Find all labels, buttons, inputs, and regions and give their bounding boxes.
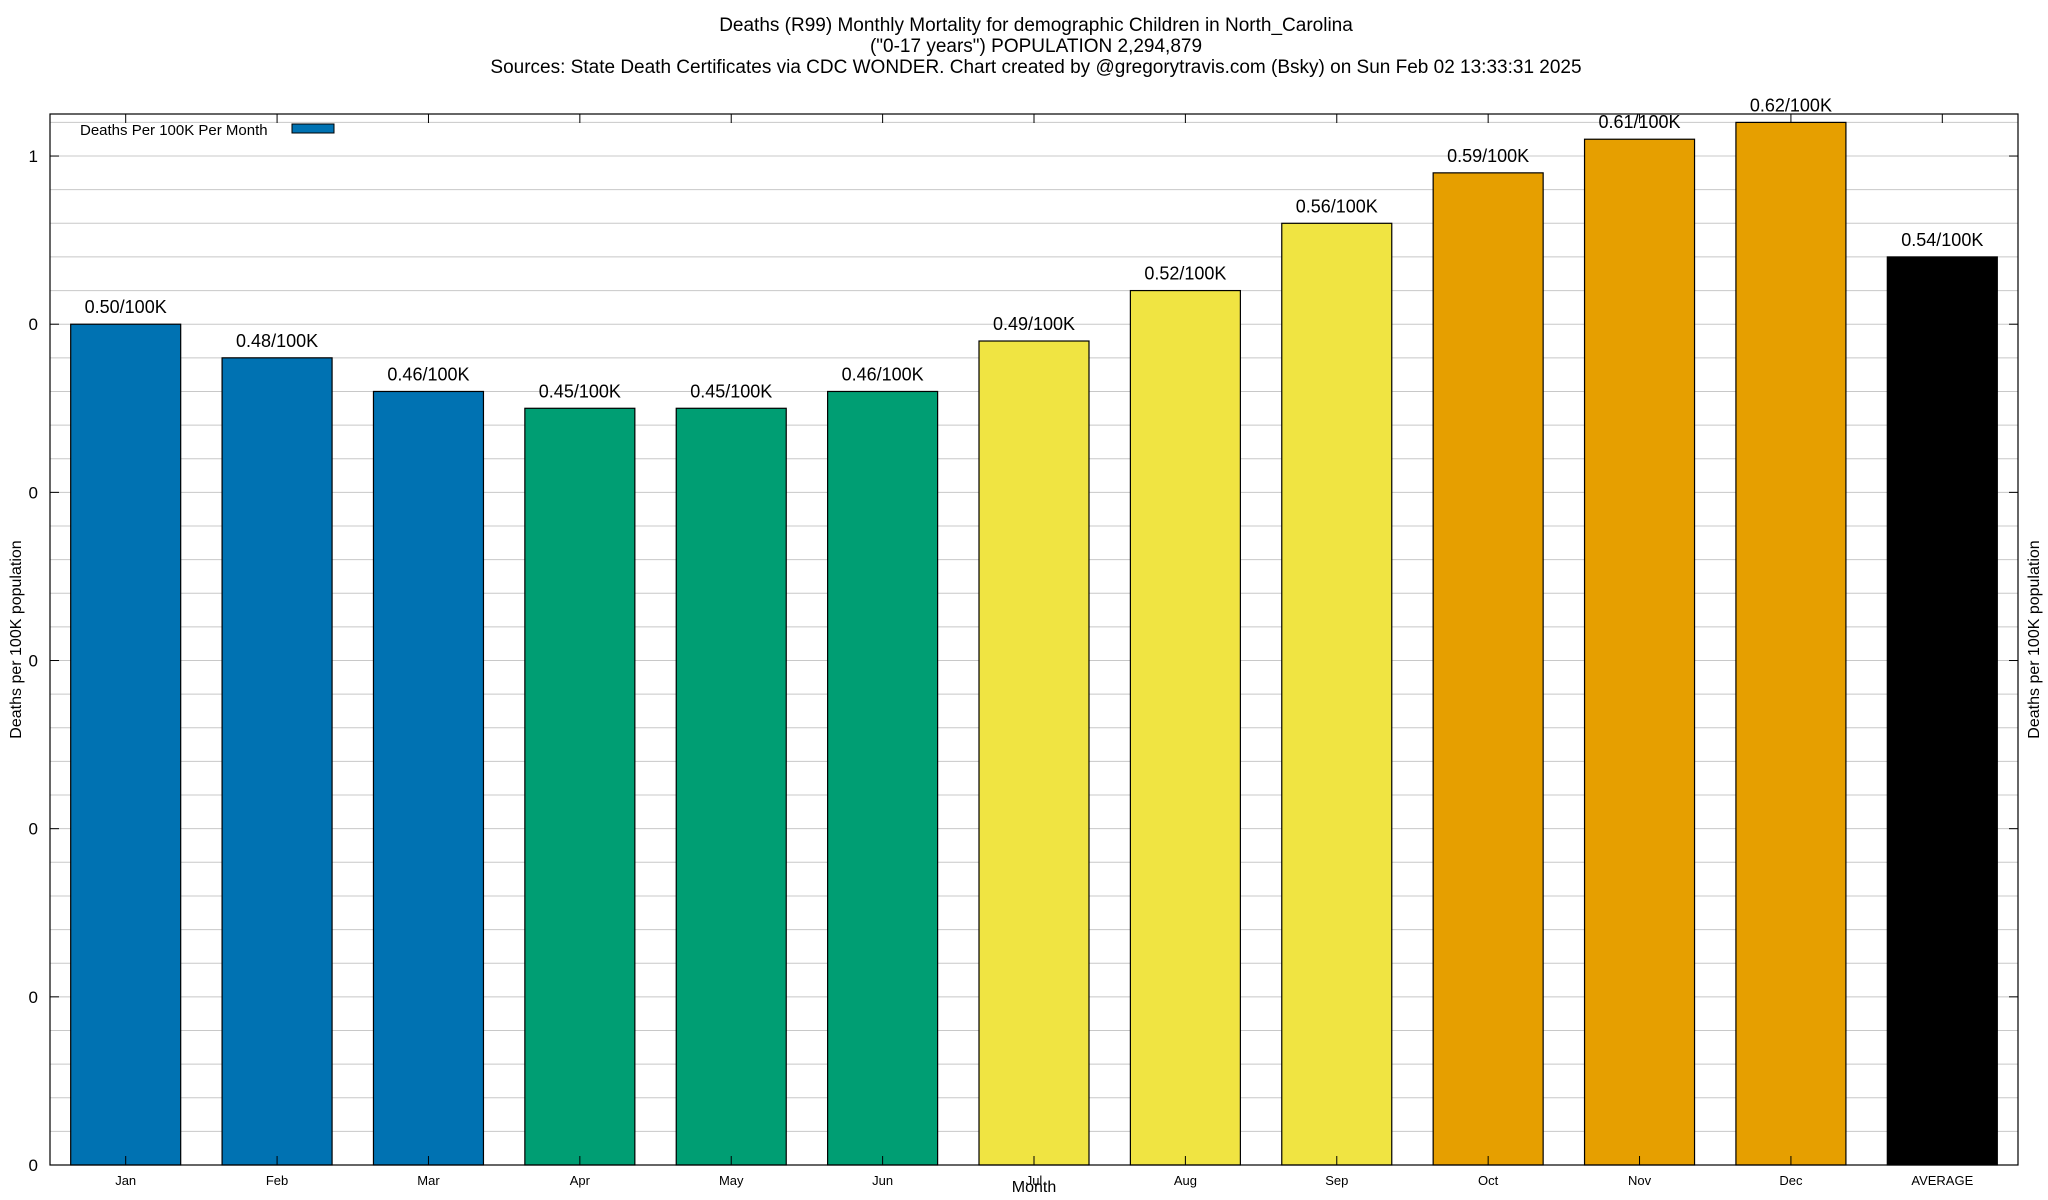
y-tick-label: 0 bbox=[29, 483, 38, 502]
bar bbox=[1583, 138, 1696, 1166]
bar-value-label: 0.45/100K bbox=[690, 381, 772, 401]
y-tick-label: 0 bbox=[29, 820, 38, 839]
x-tick-label: Nov bbox=[1628, 1173, 1652, 1188]
bar-value-label: 0.62/100K bbox=[1750, 95, 1832, 115]
bar bbox=[1886, 256, 1998, 1166]
y-axis-title-right: Deaths per 100K population bbox=[2026, 540, 2043, 738]
bar bbox=[1432, 172, 1544, 1166]
x-tick-label: May bbox=[719, 1173, 744, 1188]
x-tick-label: Dec bbox=[1779, 1173, 1803, 1188]
bar bbox=[221, 357, 333, 1166]
title-line: Deaths (R99) Monthly Mortality for demog… bbox=[719, 15, 1353, 36]
x-tick-label: Sep bbox=[1325, 1173, 1348, 1188]
x-tick-label: Apr bbox=[570, 1173, 591, 1188]
bar-value-label: 0.46/100K bbox=[842, 364, 924, 384]
x-tick-label: Aug bbox=[1174, 1173, 1197, 1188]
bar bbox=[70, 323, 182, 1166]
x-axis-title: Month bbox=[1012, 1179, 1056, 1196]
bar-value-label: 0.48/100K bbox=[236, 331, 318, 351]
x-tick-label: Oct bbox=[1478, 1173, 1499, 1188]
bar-value-label: 0.46/100K bbox=[387, 364, 469, 384]
bar-value-label: 0.54/100K bbox=[1901, 230, 1983, 250]
x-tick-label: Mar bbox=[417, 1173, 440, 1188]
x-tick-label: Feb bbox=[266, 1173, 288, 1188]
axes: 0 0 0 0 0 0 1 Jan Feb Mar Apr May Jun Jul Aug Sep Oct Nov… bbox=[8, 113, 2043, 1196]
chart-title: Deaths (R99) Monthly Mortality for demog… bbox=[490, 15, 1581, 78]
y-tick-label: 1 bbox=[29, 147, 38, 166]
bar bbox=[827, 390, 939, 1166]
y-tick-label: 0 bbox=[29, 988, 38, 1007]
bar bbox=[1281, 222, 1393, 1166]
bar-value-label: 0.50/100K bbox=[85, 297, 167, 317]
x-tick-label: Jun bbox=[872, 1173, 893, 1188]
title-line: ("0-17 years") POPULATION 2,294,879 bbox=[870, 36, 1202, 57]
title-line: Sources: State Death Certificates via CD… bbox=[490, 57, 1581, 78]
bar-value-label: 0.56/100K bbox=[1296, 196, 1378, 216]
x-tick-label: Jul bbox=[1026, 1173, 1043, 1188]
bar-value-label: 0.49/100K bbox=[993, 314, 1075, 334]
bar bbox=[1735, 121, 1847, 1166]
x-tick-label: Jan bbox=[115, 1173, 136, 1188]
bar-value-label: 0.45/100K bbox=[539, 381, 621, 401]
bar bbox=[978, 340, 1090, 1166]
y-tick-label: 0 bbox=[29, 1156, 38, 1175]
bar bbox=[524, 407, 636, 1166]
legend: Deaths Per 100K Per Month bbox=[80, 122, 335, 139]
bar bbox=[372, 390, 485, 1166]
data-labels: 0.50/100K 0.48/100K 0.46/100K 0.45/100K 0.45… bbox=[85, 95, 1984, 401]
bar bbox=[675, 407, 787, 1166]
y-tick-label: 0 bbox=[29, 652, 38, 671]
bars bbox=[70, 121, 1998, 1166]
legend-label: Deaths Per 100K Per Month bbox=[80, 122, 268, 139]
bar bbox=[1129, 289, 1241, 1166]
legend-swatch bbox=[291, 123, 335, 134]
y-tick-label: 0 bbox=[29, 315, 38, 334]
bar-value-label: 0.52/100K bbox=[1144, 264, 1226, 284]
x-tick-label: AVERAGE bbox=[1911, 1173, 1973, 1188]
bar-value-label: 0.59/100K bbox=[1447, 146, 1529, 166]
y-axis-title-left: Deaths per 100K population bbox=[8, 540, 25, 738]
